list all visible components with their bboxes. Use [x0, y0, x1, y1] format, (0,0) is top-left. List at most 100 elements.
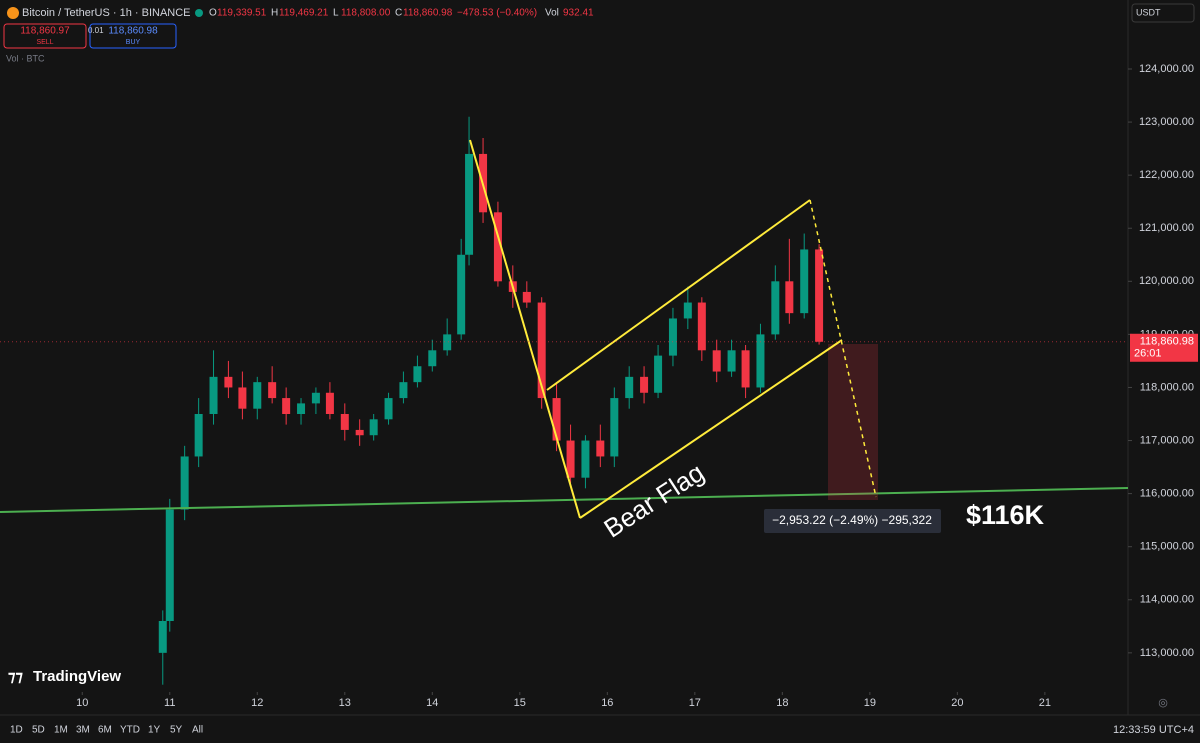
candle-body [311, 392, 320, 404]
range-button[interactable]: 1Y [148, 725, 161, 736]
x-tick-label: 10 [76, 697, 88, 709]
candle-body [194, 414, 203, 457]
y-tick-label: 115,000.00 [1140, 541, 1194, 553]
logo-mark: ⁊⁊ [8, 668, 23, 685]
candle-body [297, 403, 306, 414]
x-tick-label: 18 [776, 697, 788, 709]
vol-key: Vol [545, 8, 559, 19]
y-tick-label: 123,000.00 [1139, 116, 1194, 128]
range-button[interactable]: 5D [32, 725, 45, 736]
candle-body [209, 376, 218, 414]
candle-body [537, 302, 546, 399]
measure-label: −2,953.22 (−2.49%) −295,322 [772, 513, 932, 527]
currency-select[interactable] [1131, 3, 1195, 23]
candle-body [282, 398, 291, 414]
candle-body [355, 429, 364, 436]
ohlc-key: H [271, 8, 278, 19]
candle-body [610, 398, 619, 457]
vol-value: 932.41 [563, 8, 594, 19]
x-tick-label: 12 [251, 697, 263, 709]
candle-body [253, 382, 262, 409]
candle-body [165, 509, 174, 621]
sell-price: 118,860.97 [20, 26, 70, 37]
market-status [195, 9, 203, 17]
candle-body [654, 355, 663, 393]
buy-price: 118,860.98 [108, 26, 158, 37]
range-button[interactable]: All [192, 725, 203, 736]
vol-indicator: Vol · BTC [6, 53, 45, 63]
last-price-label: 118,860.98 [1140, 336, 1194, 348]
x-tick-label: 15 [514, 697, 526, 709]
range-button[interactable]: YTD [120, 725, 140, 736]
candle-body [581, 440, 590, 478]
logo: TradingView [33, 668, 121, 685]
candles [158, 116, 824, 685]
range-button[interactable]: 3M [76, 725, 90, 736]
support-line [0, 487, 1129, 513]
sell-button[interactable] [3, 23, 87, 49]
candle-body [180, 456, 189, 510]
ohlc-key: L [333, 8, 339, 19]
y-tick-label: 118,000.00 [1140, 381, 1194, 393]
ranges: 1D 5D 1M 3M 6M YTD 1Y 5Y All [10, 725, 203, 736]
candle-body [522, 291, 531, 303]
range-button[interactable]: 5Y [170, 725, 183, 736]
ohlc-value: 118,860.98 [403, 8, 453, 19]
y-tick-label: 114,000.00 [1140, 594, 1194, 606]
candle-body [493, 212, 502, 282]
x-tick-label: 14 [426, 697, 438, 709]
candle-body [668, 318, 677, 356]
candle-body [771, 281, 780, 335]
range-button[interactable]: 1D [10, 725, 23, 736]
change: −478.53 (−0.40%) [457, 8, 537, 19]
flag-pole [469, 139, 581, 519]
ohlc-key: O [209, 8, 217, 19]
y-tick-label: 113,000.00 [1140, 647, 1194, 659]
x-tick-label: 19 [864, 697, 876, 709]
candle-body [238, 387, 247, 409]
candle-body [369, 419, 378, 436]
target-label: $116K [966, 500, 1045, 530]
last-price-tag [1130, 333, 1198, 362]
candle-body [399, 382, 408, 399]
candle-body [640, 376, 649, 393]
coin-icon [7, 7, 19, 19]
candle-body [800, 249, 809, 314]
candle-body [384, 398, 393, 420]
x-tick-label: 20 [951, 697, 963, 709]
candle-body [566, 440, 575, 478]
y-tick-label: 121,000.00 [1139, 222, 1194, 234]
symbol: Bitcoin / TetherUS · 1h · BINANCE [22, 7, 191, 19]
candle-body [268, 382, 277, 399]
x-tick-label: 16 [601, 697, 613, 709]
candle-body [552, 398, 561, 441]
ohlc-value: 119,339.51 [217, 8, 267, 19]
flag-lower [579, 339, 843, 519]
measure-box [764, 509, 941, 533]
ohlc: O 119,339.51 H 119,469.21 L 118,808.00 C 118,86… [209, 8, 594, 19]
candle-body [465, 153, 474, 255]
candle-body [457, 254, 466, 335]
candle-body [428, 350, 437, 367]
currency: USDT [1136, 7, 1161, 17]
flag-upper [546, 199, 811, 391]
buy-button[interactable] [89, 23, 177, 49]
settings-icon[interactable]: ◎ [1158, 697, 1168, 709]
candle-body [683, 302, 692, 319]
x-tick-label: 13 [339, 697, 351, 709]
range-button[interactable]: 6M [98, 725, 112, 736]
target-zone [828, 344, 878, 500]
candle-body [325, 392, 334, 414]
candle-body [815, 249, 824, 342]
candle-body [625, 376, 634, 399]
ohlc-value: 118,808.00 [341, 8, 391, 19]
candle-body [712, 350, 721, 372]
y-tick-label: 122,000.00 [1139, 169, 1194, 181]
range-button[interactable]: 1M [54, 725, 68, 736]
candle-body [596, 440, 605, 457]
candle-body [741, 350, 750, 388]
sell-label: SELL [36, 39, 53, 46]
candle-body [443, 334, 452, 351]
